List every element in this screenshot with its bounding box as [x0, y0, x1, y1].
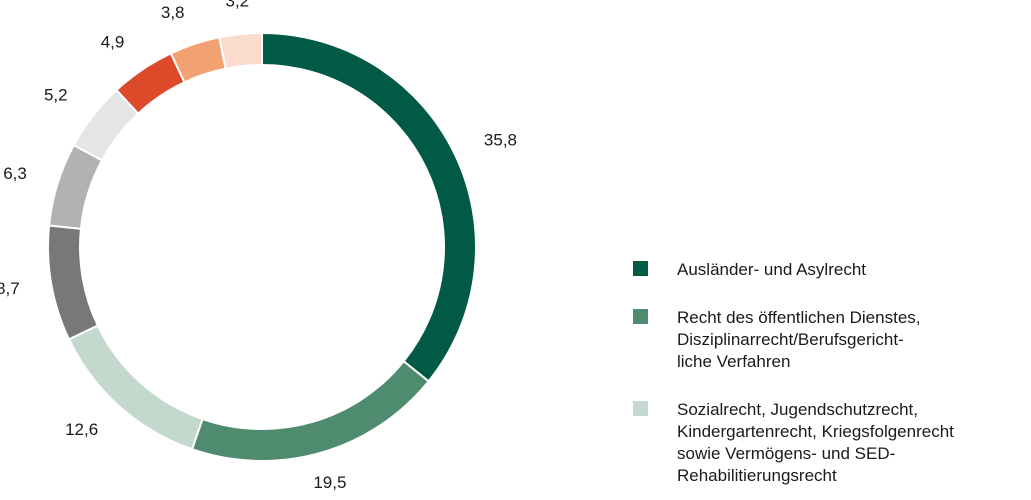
value-label: 4,9: [101, 33, 125, 52]
value-label: 3,8: [161, 3, 185, 22]
donut-segment: [218, 31, 263, 70]
value-label: 5,2: [44, 86, 68, 105]
legend-label: Sozialrecht, Jugendschutzrecht, Kinderga…: [677, 400, 954, 485]
donut-segment: [47, 143, 104, 230]
value-label: 6,3: [3, 164, 27, 183]
donut-segment: [261, 31, 477, 383]
legend-label: Ausländer- und Asylrecht: [677, 260, 866, 279]
value-label: 3,2: [225, 0, 249, 11]
donut-segment: [47, 224, 100, 341]
legend-swatch: [633, 401, 648, 416]
value-label: 35,8: [484, 130, 517, 149]
donut-segment: [190, 359, 430, 462]
value-label: 19,5: [313, 473, 346, 492]
value-label: 12,6: [65, 420, 98, 439]
legend-swatch: [633, 309, 648, 324]
legend-swatch: [633, 261, 648, 276]
legend-label: Recht des öffentlichen Dienstes, Diszipl…: [677, 308, 921, 371]
value-label: 8,7: [0, 279, 20, 298]
legend-entry: Sozialrecht, Jugendschutzrecht, Kinderga…: [633, 399, 954, 487]
legend-entry: Recht des öffentlichen Dienstes, Diszipl…: [633, 307, 921, 373]
legend-entry: Ausländer- und Asylrecht: [633, 259, 866, 281]
